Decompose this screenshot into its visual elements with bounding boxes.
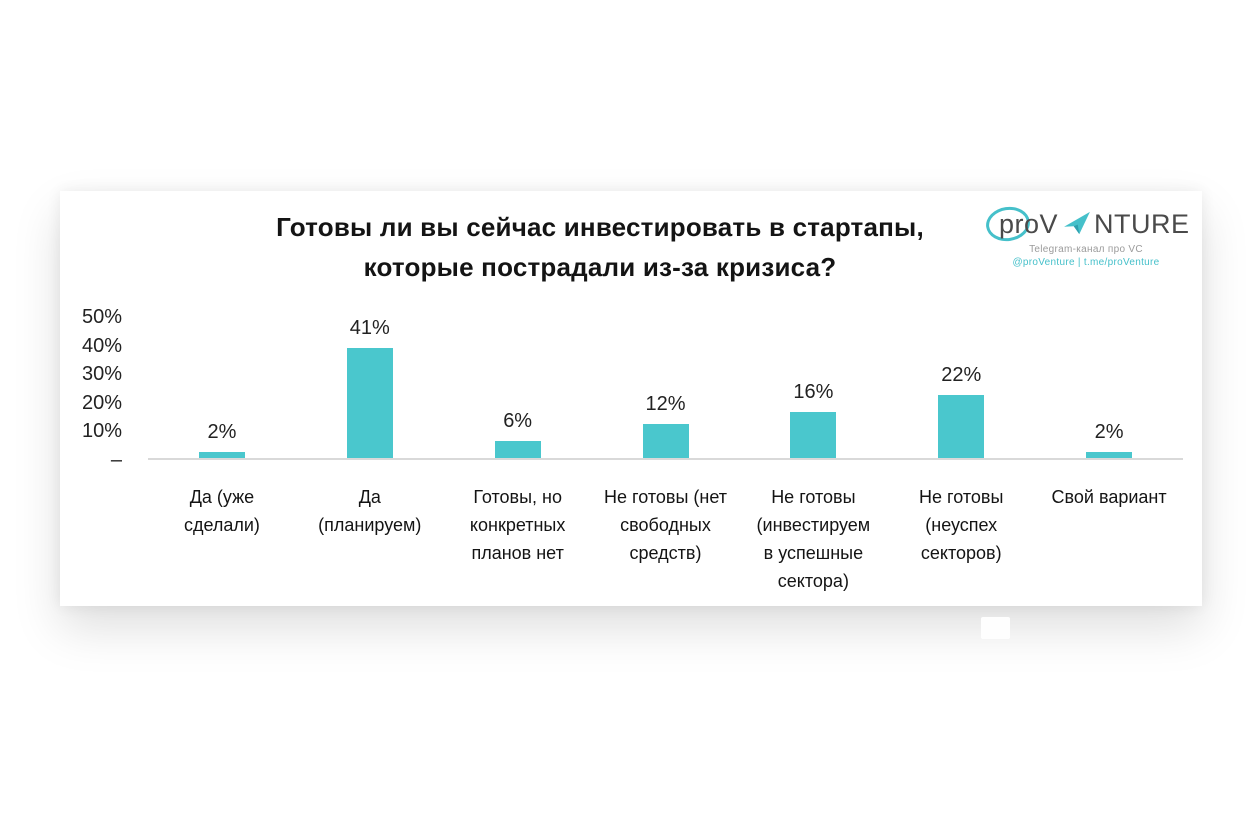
bar-value-label: 6% <box>503 409 533 432</box>
y-tick-label: 20% <box>81 391 122 414</box>
category-label: Да (уже сделали) <box>183 487 260 535</box>
brand-handles: @proVenture | t.me/proVenture <box>1012 257 1160 268</box>
bar-slot: 6% <box>444 315 592 458</box>
paper-plane-icon <box>1063 211 1090 235</box>
bar <box>938 395 985 458</box>
category-label: Не готовы (инвестируем в успешные сектор… <box>756 487 871 591</box>
bar-slot: 22% <box>887 315 1035 458</box>
brand-wordmark: proV NTURE <box>983 204 1189 244</box>
chart-title: Готовы ли вы сейчас инвестировать в стар… <box>276 212 924 282</box>
y-tick-label: 50% <box>81 306 122 328</box>
bar-slot: 2% <box>1035 315 1183 458</box>
bar-slot: 41% <box>296 315 444 458</box>
plot-area: 2% 41% 6% 12% 16% 22% 2% <box>148 317 1183 460</box>
y-tick-label: 40% <box>81 334 122 357</box>
bar-slot: 12% <box>592 315 740 458</box>
bar-value-label: 2% <box>207 421 237 444</box>
bar-value-label: 41% <box>349 317 390 339</box>
category-label: Не готовы (нет свободных средств) <box>604 487 727 563</box>
category-label: Готовы, но конкретных планов нет <box>469 487 566 563</box>
brand-name-prefix: proV <box>999 209 1059 239</box>
bar <box>790 412 837 458</box>
brand-tagline: Telegram-канал про VC <box>1029 244 1143 255</box>
bar <box>642 423 689 458</box>
y-axis: 50% 40% 30% 20% 10% – <box>60 306 122 471</box>
bar-value-label: 12% <box>645 392 686 415</box>
bar <box>346 348 393 458</box>
proventure-logo: proV NTURE Telegram-канал про VC @proVen… <box>983 204 1189 268</box>
category-label: Да (планируем) <box>318 487 422 535</box>
category-label: Свой вариант <box>1051 487 1167 507</box>
survey-chart-card: Готовы ли вы сейчас инвестировать в стар… <box>60 191 1202 606</box>
x-axis-category-labels: Да (уже сделали) Да (планируем) Готовы, но… <box>148 483 1183 595</box>
bar <box>198 452 245 458</box>
bar-value-label: 2% <box>1094 421 1124 444</box>
bar <box>1086 452 1133 458</box>
y-tick-label: 30% <box>81 363 122 386</box>
brand-name-suffix: NTURE <box>1093 209 1190 239</box>
bar-slot: 16% <box>739 315 887 458</box>
shadow-artifact <box>981 617 1010 639</box>
bar-value-label: 22% <box>941 364 982 387</box>
bar-value-label: 16% <box>793 381 834 404</box>
bar-slot: 2% <box>148 315 296 458</box>
y-tick-label: 10% <box>81 420 122 443</box>
category-label: Не готовы (неуспех секторов) <box>919 487 1004 563</box>
bar <box>494 440 541 458</box>
y-axis-zero-dash: – <box>110 449 122 471</box>
